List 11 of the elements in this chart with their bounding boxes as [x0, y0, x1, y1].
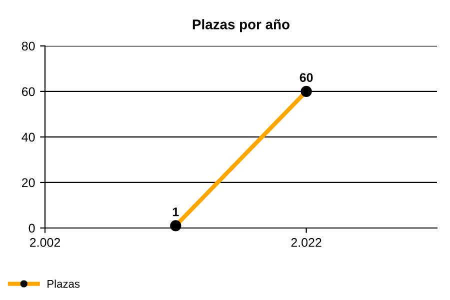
y-tick-label: 0	[28, 224, 35, 233]
x-tick-label: 2.002	[30, 238, 60, 247]
y-tick-label: 60	[22, 87, 35, 96]
legend-label: Plazas	[48, 280, 80, 288]
data-label: 60	[300, 73, 313, 82]
y-tick-label: 40	[22, 132, 35, 142]
chart-title: Plazas por año	[192, 19, 290, 32]
y-tick-label: 20	[22, 178, 35, 188]
y-tick-label: 80	[22, 42, 35, 51]
data-label: 1	[172, 208, 179, 216]
x-tick-label: 2.022	[291, 238, 322, 247]
